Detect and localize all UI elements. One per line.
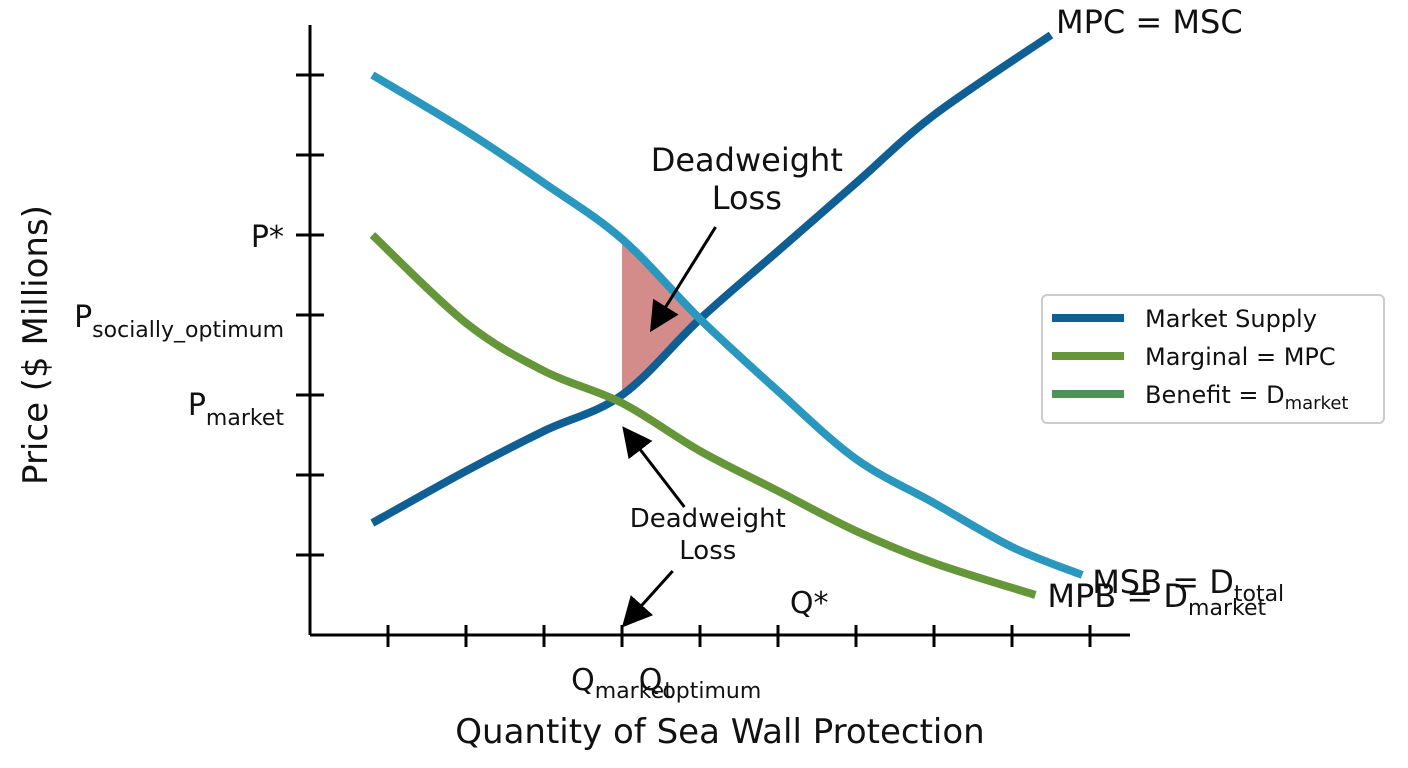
annotation-0-line-1: Loss [712, 179, 782, 217]
legend-label-0: Market Supply [1145, 305, 1317, 333]
legend-label-1: Marginal = MPC [1145, 343, 1336, 371]
y-axis-title: Price ($ Millions) [16, 205, 56, 485]
mpb-dmarket-curve [369, 232, 1037, 599]
quantity-label-1: Qoptimum [639, 663, 762, 704]
legend-box [1041, 294, 1385, 424]
q-star-label: Q* [790, 586, 829, 621]
annotation-arrow-0 [650, 226, 717, 333]
x-axis-title: Quantity of Sea Wall Protection [455, 712, 984, 752]
annotation-1-line-1: Loss [679, 536, 736, 566]
annotation-arrow-2 [621, 569, 674, 628]
curve-label-1: MSB = Dtotal [1092, 563, 1284, 607]
legend: Market Supply Marginal = MPC Benefit = Dma… [1041, 294, 1385, 424]
deadweight-loss-region [622, 239, 700, 399]
quantity-label-0: Qmarket [571, 663, 673, 704]
mpc-msc-curve [370, 31, 1054, 527]
price-label-1: Psocially_optimum [74, 300, 284, 343]
curve-label-2: MPB = Dmarket [1047, 577, 1266, 621]
annotation-arrow-1 [622, 426, 686, 508]
price-label-2: Pmarket [188, 388, 285, 431]
legend-label-2: Benefit = Dmarket [1145, 381, 1348, 414]
msb-dtotal-curve [370, 71, 1084, 579]
curve-label-0: MPC = MSC [1056, 3, 1243, 41]
annotation-1-line-0: Deadweight [630, 504, 786, 534]
price-label-0: P* [251, 220, 284, 255]
annotation-0-line-0: Deadweight [651, 141, 843, 179]
